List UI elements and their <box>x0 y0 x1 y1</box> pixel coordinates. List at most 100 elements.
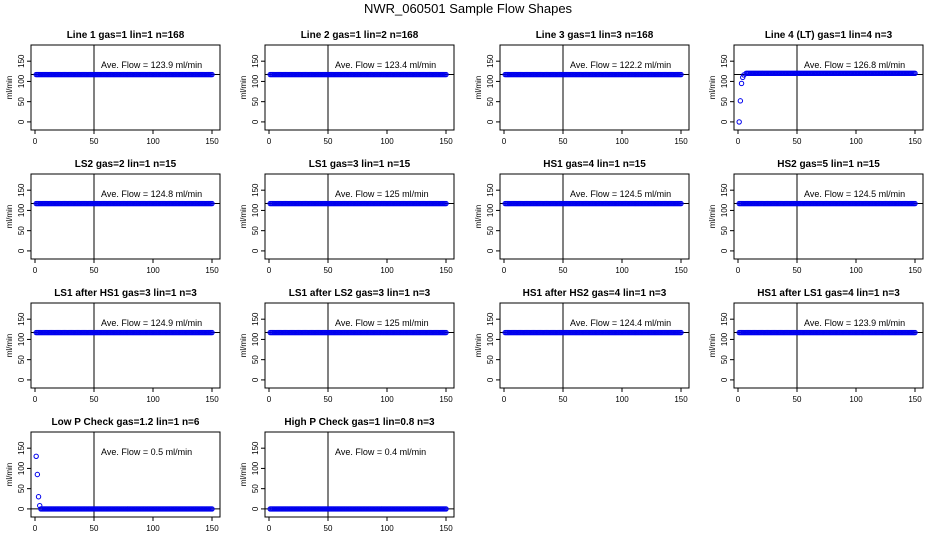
x-tick-label: 150 <box>674 395 688 404</box>
x-tick-label: 150 <box>908 137 922 146</box>
x-tick-label: 0 <box>736 395 741 404</box>
y-tick-label: 50 <box>486 355 495 364</box>
plot-frame <box>30 44 221 131</box>
y-tick-label: 50 <box>486 226 495 235</box>
x-tick-label: 150 <box>908 266 922 275</box>
panel-title: HS1 gas=4 lin=1 n=15 <box>543 159 646 170</box>
y-tick-label: 0 <box>17 506 26 511</box>
plot-frame <box>30 173 221 260</box>
y-axis-label: ml/min <box>239 334 248 358</box>
data-point <box>912 200 918 207</box>
y-tick-label: 0 <box>251 119 260 124</box>
data-point <box>912 329 918 336</box>
y-tick-label: 0 <box>486 248 495 253</box>
x-tick-label: 0 <box>736 266 741 275</box>
panel-title: Low P Check gas=1.2 lin=1 n=6 <box>52 417 200 428</box>
average-flow-annotation: Ave. Flow = 122.2 ml/min <box>570 60 671 70</box>
y-axis-label: ml/min <box>5 463 14 487</box>
y-tick-label: 50 <box>17 355 26 364</box>
panel-title: Line 2 gas=1 lin=2 n=168 <box>301 30 419 41</box>
plot-frame <box>499 44 690 131</box>
y-axis-label: ml/min <box>708 334 717 358</box>
x-tick-label: 100 <box>849 395 863 404</box>
y-tick-label: 150 <box>17 54 26 68</box>
x-tick-label: 100 <box>615 137 629 146</box>
panel-title: LS1 after LS2 gas=3 lin=1 n=3 <box>289 288 431 299</box>
x-tick-label: 0 <box>267 524 272 533</box>
data-point <box>209 329 215 336</box>
data-point <box>678 329 684 336</box>
y-tick-label: 0 <box>251 377 260 382</box>
x-tick-label: 50 <box>90 266 99 275</box>
plot-frame <box>499 302 690 389</box>
panel-title: Line 1 gas=1 lin=1 n=168 <box>67 30 185 41</box>
y-axis-label: ml/min <box>474 334 483 358</box>
y-tick-label: 150 <box>720 54 729 68</box>
panel-6: LS1 gas=3 lin=1 n=150 50 100 150050100150ml… <box>239 159 455 275</box>
x-tick-label: 150 <box>439 266 453 275</box>
plot-frame <box>30 431 221 518</box>
average-flow-annotation: Ave. Flow = 0.5 ml/min <box>101 447 192 457</box>
y-tick-label: 150 <box>17 312 26 326</box>
data-point <box>678 71 684 78</box>
y-tick-label: 100 <box>17 74 26 88</box>
panel-title: HS2 gas=5 lin=1 n=15 <box>777 159 880 170</box>
x-tick-label: 0 <box>33 524 38 533</box>
panel-2: Line 2 gas=1 lin=2 n=168 0 50 100 150 0 50 100 1… <box>239 30 455 146</box>
y-tick-label: 50 <box>17 484 26 493</box>
plot-frame <box>264 302 455 389</box>
x-tick-label: 100 <box>849 137 863 146</box>
x-tick-label: 150 <box>439 137 453 146</box>
x-tick-label: 50 <box>324 266 333 275</box>
x-tick-label: 0 <box>267 266 272 275</box>
x-tick-label: 100 <box>615 395 629 404</box>
y-tick-label: 150 <box>720 312 729 326</box>
average-flow-annotation: Ave. Flow = 123.4 ml/min <box>335 60 436 70</box>
y-tick-label: 100 <box>720 74 729 88</box>
panel-10: LS1 after LS2 gas=3 lin=1 n=3 0 50 100 150 0 5… <box>239 288 455 404</box>
x-tick-label: 50 <box>324 524 333 533</box>
y-tick-label: 150 <box>486 312 495 326</box>
y-tick-label: 50 <box>251 355 260 364</box>
x-tick-label: 100 <box>146 137 160 146</box>
data-point <box>443 71 449 78</box>
panel-3: Line 3 gas=1 lin=3 n=168 0 50 100 150 0 50 100 1… <box>474 30 690 146</box>
panel-title: LS1 after HS1 gas=3 lin=1 n=3 <box>54 288 197 299</box>
y-tick-label: 0 <box>17 377 26 382</box>
panel-title: HS1 after LS1 gas=4 lin=1 n=3 <box>757 288 900 299</box>
x-tick-label: 150 <box>439 395 453 404</box>
plot-frame <box>264 44 455 131</box>
x-tick-label: 150 <box>205 266 219 275</box>
y-tick-label: 150 <box>251 183 260 197</box>
average-flow-annotation: Ave. Flow = 123.9 ml/min <box>101 60 202 70</box>
average-flow-annotation: Ave. Flow = 124.5 ml/min <box>804 189 905 199</box>
data-point <box>34 471 41 478</box>
y-axis-label: ml/min <box>708 205 717 229</box>
average-flow-annotation: Ave. Flow = 124.4 ml/min <box>570 318 671 328</box>
x-tick-label: 0 <box>502 395 507 404</box>
panel-title: LS2 gas=2 lin=1 n=15 <box>75 159 177 170</box>
plot-frame <box>264 173 455 260</box>
average-flow-annotation: Ave. Flow = 0.4 ml/min <box>335 447 426 457</box>
y-tick-label: 0 <box>486 377 495 382</box>
figure-title: NWR_060501 Sample Flow Shapes <box>363 1 573 16</box>
y-axis-label: ml/min <box>5 334 14 358</box>
data-point <box>678 200 684 207</box>
x-tick-label: 100 <box>146 395 160 404</box>
data-point <box>443 506 449 512</box>
x-tick-label: 150 <box>674 137 688 146</box>
y-axis-label: ml/min <box>239 76 248 100</box>
x-tick-label: 150 <box>908 395 922 404</box>
x-tick-label: 50 <box>90 524 99 533</box>
panel-14: High P Check gas=1 lin=0.8 n=3 0 50 100 150 0… <box>239 417 455 533</box>
y-axis-label: ml/min <box>239 463 248 487</box>
x-tick-label: 0 <box>33 395 38 404</box>
y-tick-label: 150 <box>251 54 260 68</box>
x-tick-label: 50 <box>793 266 802 275</box>
y-tick-label: 100 <box>720 203 729 217</box>
x-tick-label: 150 <box>205 395 219 404</box>
panel-1: Line 1 gas=1 lin=1 n=168 0 50 100 150 0 50 100 1… <box>5 30 221 146</box>
panel-13: Low P Check gas=1.2 lin=1 n=6 0 50 100 150 0 5… <box>5 417 221 533</box>
x-tick-label: 0 <box>267 395 272 404</box>
